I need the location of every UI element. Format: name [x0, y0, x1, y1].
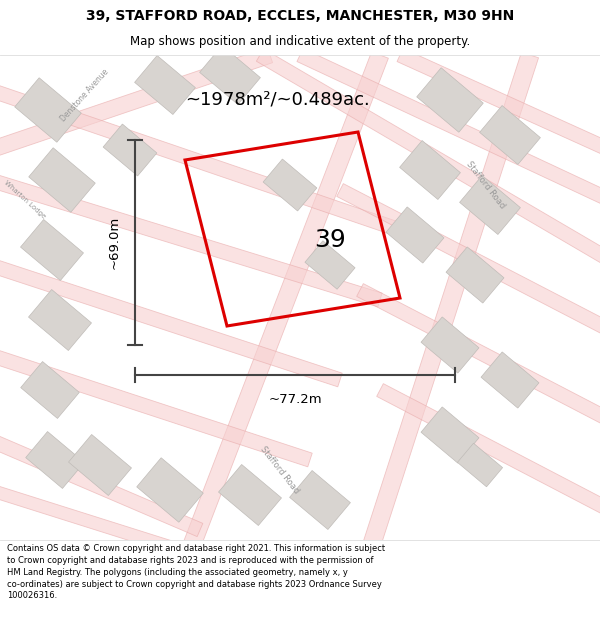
- Text: Stafford Road: Stafford Road: [259, 444, 301, 496]
- Polygon shape: [0, 484, 182, 556]
- Polygon shape: [137, 458, 203, 522]
- Text: Map shows position and indicative extent of the property.: Map shows position and indicative extent…: [130, 35, 470, 48]
- Polygon shape: [361, 52, 539, 552]
- Polygon shape: [481, 352, 539, 408]
- Polygon shape: [0, 83, 403, 237]
- Polygon shape: [103, 124, 157, 176]
- Polygon shape: [460, 176, 520, 234]
- Polygon shape: [15, 78, 81, 142]
- Polygon shape: [182, 52, 388, 553]
- Polygon shape: [446, 247, 504, 303]
- Text: 39, STAFFORD ROAD, ECCLES, MANCHESTER, M30 9HN: 39, STAFFORD ROAD, ECCLES, MANCHESTER, M…: [86, 9, 514, 24]
- Polygon shape: [0, 348, 312, 467]
- Polygon shape: [386, 207, 444, 263]
- Polygon shape: [0, 48, 272, 158]
- Polygon shape: [20, 219, 83, 281]
- Polygon shape: [337, 184, 600, 336]
- Polygon shape: [400, 141, 460, 199]
- Polygon shape: [29, 289, 91, 351]
- Polygon shape: [134, 56, 196, 114]
- Polygon shape: [218, 464, 281, 526]
- Text: ~77.2m: ~77.2m: [268, 393, 322, 406]
- Polygon shape: [290, 471, 350, 529]
- Polygon shape: [479, 106, 541, 164]
- Polygon shape: [457, 443, 503, 487]
- Polygon shape: [29, 148, 95, 213]
- Polygon shape: [263, 159, 317, 211]
- Text: ~1978m²/~0.489ac.: ~1978m²/~0.489ac.: [185, 91, 370, 109]
- Text: 39: 39: [314, 228, 346, 252]
- Polygon shape: [377, 384, 600, 516]
- Polygon shape: [356, 284, 600, 426]
- Polygon shape: [397, 49, 600, 156]
- Polygon shape: [200, 46, 260, 104]
- Polygon shape: [421, 407, 479, 463]
- Text: Stafford Road: Stafford Road: [465, 159, 507, 211]
- Polygon shape: [256, 49, 600, 266]
- Polygon shape: [20, 361, 79, 419]
- Polygon shape: [68, 434, 131, 496]
- Polygon shape: [0, 258, 342, 387]
- Polygon shape: [417, 68, 483, 132]
- Polygon shape: [297, 49, 600, 206]
- Text: Contains OS data © Crown copyright and database right 2021. This information is : Contains OS data © Crown copyright and d…: [7, 544, 385, 601]
- Polygon shape: [421, 317, 479, 373]
- Text: Wharton Lodge: Wharton Lodge: [3, 180, 47, 220]
- Polygon shape: [305, 241, 355, 289]
- Polygon shape: [26, 431, 85, 489]
- Text: Denstone Avenue: Denstone Avenue: [59, 67, 111, 123]
- Polygon shape: [0, 433, 203, 537]
- Polygon shape: [0, 173, 382, 307]
- Text: ~69.0m: ~69.0m: [108, 216, 121, 269]
